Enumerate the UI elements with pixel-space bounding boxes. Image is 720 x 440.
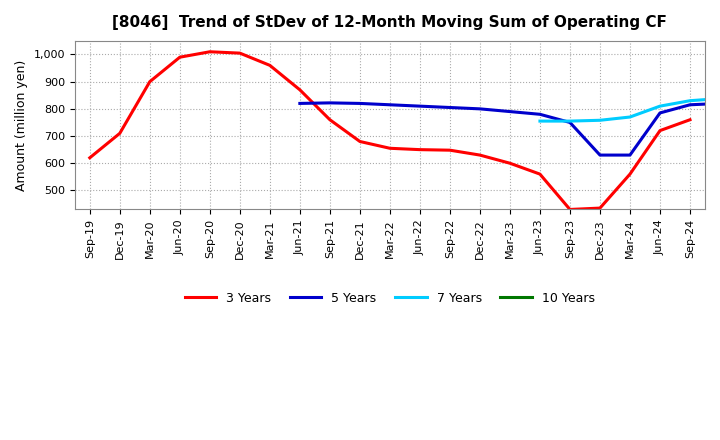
Title: [8046]  Trend of StDev of 12-Month Moving Sum of Operating CF: [8046] Trend of StDev of 12-Month Moving…	[112, 15, 667, 30]
Legend: 3 Years, 5 Years, 7 Years, 10 Years: 3 Years, 5 Years, 7 Years, 10 Years	[180, 286, 600, 309]
7 Years	[685, 98, 694, 103]
3 Years	[115, 131, 124, 136]
3 Years	[476, 152, 485, 158]
Line: 3 Years: 3 Years	[90, 52, 690, 209]
5 Years	[446, 105, 454, 110]
3 Years	[145, 79, 154, 84]
5 Years	[505, 109, 514, 114]
5 Years	[626, 152, 634, 158]
5 Years	[566, 120, 575, 125]
7 Years	[595, 117, 604, 123]
3 Years	[356, 139, 364, 144]
3 Years	[205, 49, 214, 55]
3 Years	[266, 63, 274, 68]
7 Years	[536, 118, 544, 124]
7 Years	[656, 103, 665, 109]
5 Years	[716, 101, 720, 106]
3 Years	[235, 51, 244, 56]
3 Years	[325, 117, 334, 122]
5 Years	[595, 152, 604, 158]
5 Years	[295, 101, 304, 106]
7 Years	[566, 118, 575, 124]
5 Years	[325, 100, 334, 106]
3 Years	[536, 172, 544, 177]
Y-axis label: Amount (million yen): Amount (million yen)	[15, 59, 28, 191]
5 Years	[476, 106, 485, 111]
7 Years	[716, 96, 720, 101]
5 Years	[415, 103, 424, 109]
3 Years	[566, 207, 575, 212]
5 Years	[685, 102, 694, 107]
3 Years	[505, 161, 514, 166]
5 Years	[536, 112, 544, 117]
3 Years	[176, 55, 184, 60]
5 Years	[356, 101, 364, 106]
3 Years	[656, 128, 665, 133]
3 Years	[386, 146, 395, 151]
3 Years	[595, 205, 604, 211]
3 Years	[685, 117, 694, 122]
5 Years	[386, 102, 395, 107]
5 Years	[656, 110, 665, 116]
7 Years	[626, 114, 634, 120]
Line: 7 Years: 7 Years	[540, 99, 720, 121]
Line: 5 Years: 5 Years	[300, 103, 720, 155]
3 Years	[415, 147, 424, 152]
3 Years	[86, 155, 94, 161]
3 Years	[446, 147, 454, 153]
3 Years	[295, 87, 304, 92]
3 Years	[626, 172, 634, 177]
